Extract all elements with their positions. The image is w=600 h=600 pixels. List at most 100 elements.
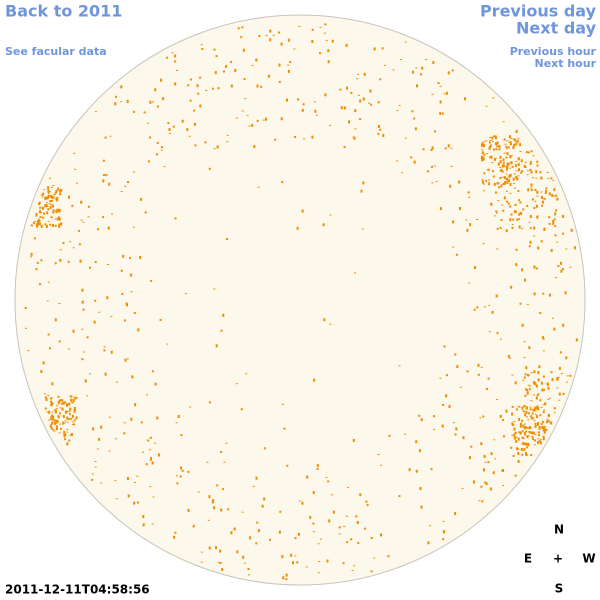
- facula: [510, 161, 513, 165]
- facula: [338, 526, 341, 529]
- facula: [543, 388, 545, 391]
- facula: [468, 196, 471, 198]
- facula: [50, 418, 53, 420]
- facula: [534, 413, 537, 415]
- facula: [58, 208, 61, 212]
- facula: [283, 427, 286, 430]
- facula: [56, 405, 58, 407]
- facula: [281, 555, 284, 559]
- facula: [511, 405, 514, 408]
- facula: [319, 52, 321, 55]
- facula: [500, 219, 503, 222]
- facula: [251, 123, 254, 127]
- facula: [518, 225, 521, 229]
- facula: [527, 151, 530, 154]
- facula: [54, 262, 57, 265]
- facula: [35, 212, 38, 215]
- facula: [290, 553, 293, 557]
- facula: [247, 568, 250, 570]
- facular-link[interactable]: See facular data: [5, 45, 107, 58]
- back-link[interactable]: Back to 2011: [5, 2, 122, 21]
- facula: [538, 365, 541, 369]
- facula: [272, 34, 275, 36]
- facula: [45, 202, 48, 204]
- facula: [50, 427, 53, 430]
- facula: [174, 217, 177, 220]
- compass-east: E: [524, 552, 532, 566]
- previous-hour-link[interactable]: Previous hour: [510, 45, 597, 58]
- facula: [45, 204, 48, 207]
- facula: [562, 323, 565, 327]
- facula: [541, 200, 544, 204]
- facula: [70, 398, 73, 402]
- facula: [556, 241, 559, 243]
- facula: [248, 125, 251, 127]
- facula: [50, 416, 53, 420]
- next-day-link[interactable]: Next day: [516, 19, 597, 38]
- facula: [503, 138, 506, 141]
- facula: [104, 136, 107, 139]
- facula: [505, 156, 508, 158]
- facula: [102, 216, 105, 219]
- facula: [71, 424, 74, 426]
- facula: [40, 370, 43, 373]
- facula: [529, 406, 532, 408]
- facula: [147, 439, 150, 442]
- facula: [429, 525, 432, 527]
- facula: [538, 431, 540, 434]
- facula: [269, 29, 272, 33]
- facula: [481, 143, 483, 147]
- facula: [204, 141, 207, 144]
- facula: [507, 146, 510, 149]
- facula: [60, 188, 63, 192]
- facula: [530, 454, 533, 456]
- facula: [564, 291, 567, 295]
- facula: [50, 216, 53, 219]
- facula: [483, 183, 485, 185]
- facula: [495, 148, 498, 151]
- facula: [253, 145, 256, 148]
- facula: [530, 431, 533, 434]
- facula: [521, 442, 524, 445]
- facula: [36, 261, 39, 264]
- facula: [502, 158, 505, 162]
- facula: [488, 146, 491, 150]
- facula: [487, 377, 490, 380]
- facula: [94, 466, 97, 468]
- facula: [524, 411, 527, 412]
- facula: [62, 401, 65, 405]
- facula: [526, 170, 529, 172]
- facula: [528, 435, 530, 437]
- facula: [261, 504, 264, 508]
- facula: [418, 414, 421, 417]
- facula: [430, 149, 433, 151]
- facula: [37, 219, 40, 223]
- facula: [69, 407, 72, 411]
- facula: [532, 198, 534, 201]
- facula: [124, 358, 127, 362]
- facula: [456, 253, 458, 256]
- facula: [324, 93, 327, 97]
- facula: [189, 99, 192, 102]
- facula: [47, 194, 50, 198]
- facula: [373, 557, 376, 559]
- previous-day-link[interactable]: Previous day: [480, 2, 597, 21]
- facula: [50, 402, 53, 404]
- facula: [325, 39, 328, 41]
- facula: [494, 158, 497, 159]
- facula: [354, 128, 357, 130]
- facula: [286, 464, 289, 467]
- facula: [350, 92, 353, 94]
- facula: [511, 165, 514, 168]
- facula: [154, 382, 157, 386]
- facula: [311, 40, 314, 43]
- facula: [109, 135, 112, 137]
- facula: [55, 425, 58, 429]
- facula: [84, 379, 87, 383]
- facula: [287, 69, 290, 73]
- facula: [509, 205, 512, 208]
- facula: [557, 376, 560, 378]
- next-hour-link[interactable]: Next hour: [535, 57, 597, 70]
- facula: [523, 448, 526, 452]
- facula: [537, 393, 540, 395]
